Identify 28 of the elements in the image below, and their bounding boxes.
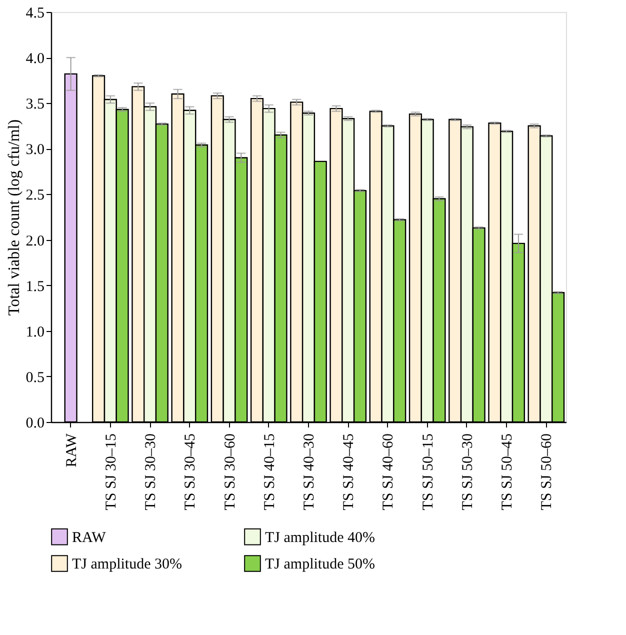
x-tick-label: TS SJ 40–60 <box>380 434 397 510</box>
y-tick-label: 1.0 <box>26 324 44 340</box>
legend-label: RAW <box>72 530 107 546</box>
y-tick-label: 4.5 <box>26 6 44 22</box>
x-tick-label: TS SJ 50–45 <box>500 434 516 510</box>
x-tick-label: TS SJ 50–30 <box>460 434 476 510</box>
x-tick-label: TS SJ 40–15 <box>262 434 278 510</box>
y-tick-label: 2.5 <box>26 188 44 204</box>
y-axis-title: Total viable count (log cfu/ml) <box>6 119 23 316</box>
y-tick-label: 2.0 <box>26 233 44 250</box>
x-tick-label: TS SJ 40–45 <box>341 434 358 510</box>
x-tick-label: TS SJ 30–30 <box>143 434 160 510</box>
x-tick-label: TS SJ 30–60 <box>222 434 238 510</box>
y-tick-label: 0.0 <box>26 416 44 432</box>
x-tick-label: TS SJ 40–30 <box>302 434 318 510</box>
legend-label: TJ amplitude 30% <box>72 556 182 572</box>
y-tick-label: 4.0 <box>26 51 44 68</box>
x-tick-label: TS SJ 50–15 <box>420 434 436 510</box>
legend-label: TJ amplitude 40% <box>265 530 375 546</box>
legend-label: TJ amplitude 50% <box>265 556 375 572</box>
x-tick-label: TS SJ 30–45 <box>182 434 199 510</box>
y-tick-label: 3.0 <box>26 142 44 158</box>
y-tick-label: 1.5 <box>26 278 44 295</box>
y-tick-label: 0.5 <box>26 370 44 386</box>
x-tick-label: TS SJ 50–60 <box>539 434 556 510</box>
x-tick-label: TS SJ 30–15 <box>103 434 120 510</box>
y-tick-label: 3.5 <box>26 96 44 113</box>
x-tick-label: RAW <box>64 432 80 468</box>
